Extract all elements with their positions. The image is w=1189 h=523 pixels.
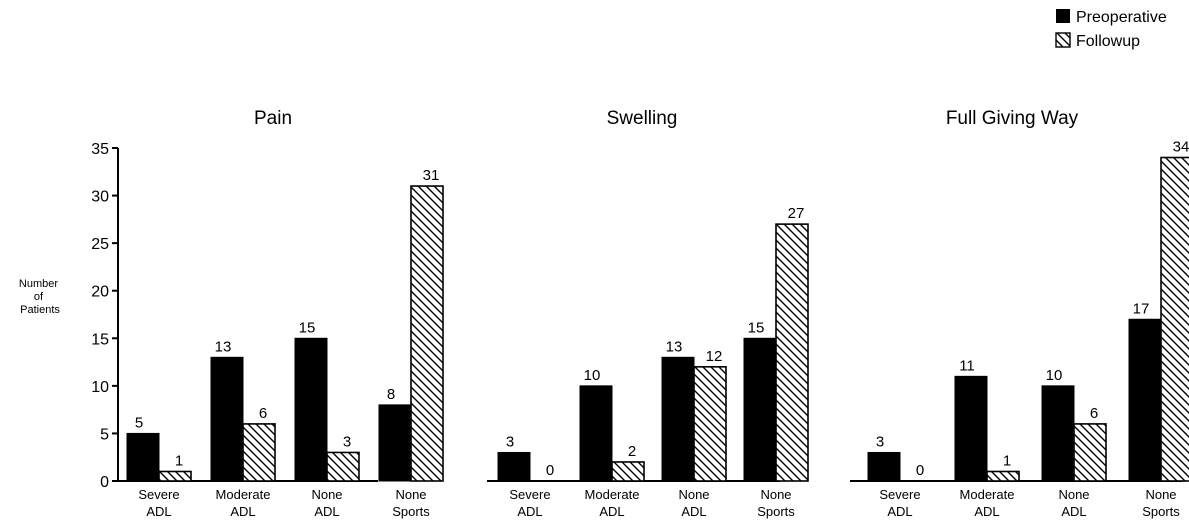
data-label: 8: [387, 386, 395, 403]
data-label: 34: [1173, 139, 1189, 156]
panel-pain: Pain 5 1 Severe ADL 13 6 Moderate ADL 15 3 None ADL 8…: [118, 108, 444, 519]
bar-followup: [410, 185, 444, 482]
bar-followup: [242, 423, 276, 482]
data-label: 12: [706, 348, 723, 365]
bar-preoperative: [954, 375, 988, 482]
category-label: None ADL: [311, 487, 342, 519]
y-tick-label: 25: [91, 236, 109, 253]
legend-swatch-preoperative: [1056, 9, 1070, 23]
bar-followup: [1073, 423, 1107, 482]
category-label: Moderate ADL: [216, 487, 271, 519]
data-label: 1: [1003, 452, 1011, 469]
data-label: 11: [959, 357, 975, 374]
legend: Preoperative Followup: [1055, 9, 1167, 50]
data-label: 3: [343, 433, 351, 450]
data-label: 0: [916, 462, 924, 479]
legend-label-followup: Followup: [1076, 33, 1140, 50]
category-label: Moderate ADL: [960, 487, 1015, 519]
bar-preoperative: [210, 356, 244, 482]
category-label: None ADL: [1058, 487, 1089, 519]
data-label: 31: [423, 167, 440, 184]
panel-title: Pain: [254, 108, 292, 129]
panel-swelling: Swelling 3 0 Severe ADL 10 2 Moderate ADL 13 12 Non…: [487, 108, 809, 519]
data-label: 6: [1090, 405, 1098, 422]
bar-preoperative: [1041, 385, 1075, 482]
data-label: 15: [299, 319, 316, 336]
y-tick-label: 15: [91, 331, 109, 348]
bar-followup: [775, 223, 809, 482]
bar-preoperative: [126, 432, 160, 482]
data-label: 6: [259, 405, 267, 422]
data-label: 10: [584, 367, 601, 384]
y-tick-label: 0: [100, 474, 109, 491]
data-label: 17: [1133, 300, 1150, 317]
data-label: 1: [175, 452, 183, 469]
category-label: None Sports: [757, 487, 795, 519]
data-label: 0: [546, 462, 554, 479]
data-label: 13: [215, 338, 232, 355]
bar-preoperative: [661, 356, 695, 482]
category-label: Severe ADL: [138, 487, 179, 519]
panel-title: Full Giving Way: [946, 108, 1079, 129]
bar-followup: [693, 366, 727, 482]
y-axis-label: Number of Patients: [19, 278, 61, 316]
data-label: 27: [788, 205, 805, 222]
bar-followup: [986, 470, 1020, 482]
bar-followup: [326, 451, 360, 482]
bar-followup: [1160, 156, 1189, 482]
bar-followup: [158, 470, 192, 482]
bar-preoperative: [867, 451, 901, 482]
bar-preoperative: [1128, 318, 1162, 482]
data-label: 2: [628, 443, 636, 460]
category-label: Moderate ADL: [585, 487, 640, 519]
y-tick-label: 20: [91, 284, 109, 301]
panel-title: Swelling: [607, 108, 678, 129]
bar-preoperative: [378, 404, 412, 482]
category-label: Severe ADL: [879, 487, 920, 519]
y-tick-label: 10: [91, 379, 109, 396]
bar-preoperative: [294, 337, 328, 482]
data-label: 10: [1046, 367, 1063, 384]
data-label: 3: [876, 433, 884, 450]
bar-preoperative: [579, 385, 613, 482]
category-label: Severe ADL: [509, 487, 550, 519]
data-label: 15: [748, 319, 765, 336]
data-label: 13: [666, 338, 683, 355]
bar-preoperative: [497, 451, 531, 482]
bar-preoperative: [743, 337, 777, 482]
legend-swatch-followup: [1055, 32, 1071, 48]
data-label: 3: [506, 433, 514, 450]
y-tick-label: 5: [100, 426, 109, 443]
y-tick-label: 30: [91, 189, 109, 206]
category-label: None Sports: [1142, 487, 1180, 519]
bar-followup: [611, 461, 645, 482]
legend-label-preoperative: Preoperative: [1076, 9, 1167, 26]
data-label: 5: [135, 414, 143, 431]
category-label: None ADL: [678, 487, 709, 519]
y-tick-label: 35: [91, 141, 109, 158]
y-axis: 0 5 10 15 20 25 30 35: [91, 141, 119, 491]
category-label: None Sports: [392, 487, 430, 519]
